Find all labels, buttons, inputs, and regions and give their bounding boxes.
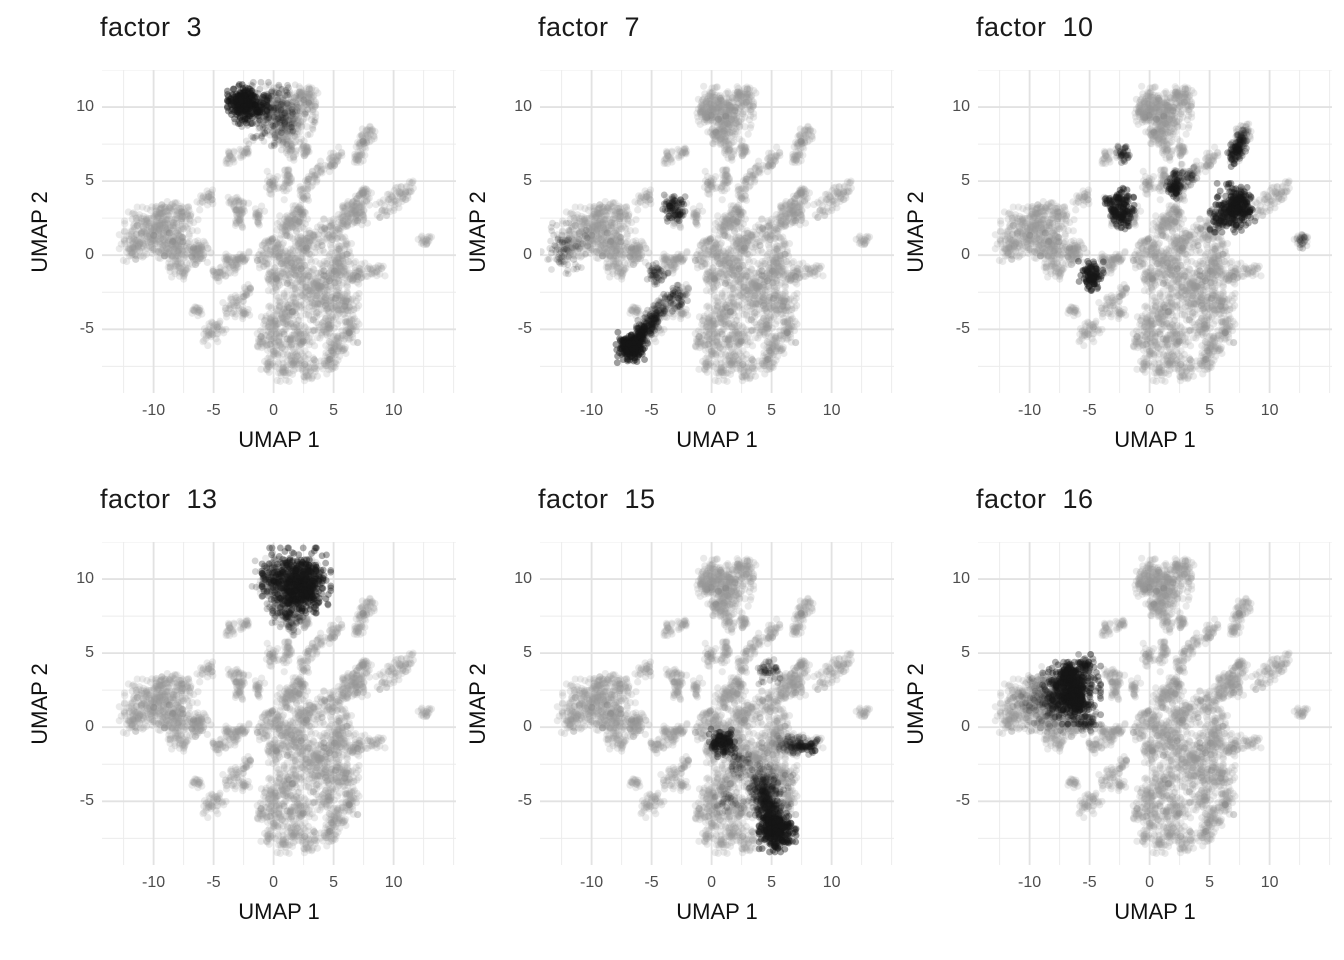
panel-factor-13: factor 13 10 5 0 -5 -10 -5 0 5 10 UMAP 1 UMAP 2 (0, 472, 456, 952)
panel-title: factor 13 (100, 484, 218, 514)
y-tick-label: -5 (79, 320, 94, 338)
x-tick-label: -5 (1082, 402, 1097, 419)
y-tick-label: -5 (955, 320, 970, 338)
x-tick-label: -10 (142, 874, 166, 891)
x-tick-label: 5 (329, 874, 339, 891)
scatter-canvas (102, 70, 456, 393)
x-tick-label: 10 (1260, 402, 1279, 419)
scatter-canvas (978, 542, 1332, 865)
y-tick-label: -5 (517, 792, 532, 810)
y-axis-title: UMAP 2 (27, 662, 52, 745)
x-tick-label: 0 (707, 874, 717, 891)
scatter-canvas (102, 542, 456, 865)
x-tick-label: 5 (767, 874, 777, 891)
x-tick-label: -5 (644, 402, 659, 419)
panel-factor-7: factor 7 10 5 0 -5 -10 -5 0 5 10 UMAP 1 UMAP 2 (438, 0, 894, 480)
x-tick-label: -5 (206, 402, 221, 419)
y-tick-label: 10 (76, 98, 94, 116)
x-tick-label: 10 (384, 402, 403, 419)
y-tick-label: 5 (523, 172, 532, 190)
panel-factor-16: factor 16 10 5 0 -5 -10 -5 0 5 10 UMAP 1 UMAP 2 (876, 472, 1332, 952)
x-axis-title: UMAP 1 (1114, 899, 1196, 924)
y-tick-label: 10 (952, 98, 970, 116)
x-tick-label: 10 (822, 874, 841, 891)
x-tick-label: 5 (767, 402, 777, 419)
scatter-canvas (540, 70, 894, 393)
y-axis-title: UMAP 2 (903, 190, 928, 273)
panel-title: factor 10 (976, 12, 1094, 42)
x-axis-title: UMAP 1 (238, 899, 320, 924)
x-tick-label: 10 (384, 874, 403, 891)
x-tick-label: 5 (1205, 874, 1215, 891)
y-tick-label: 5 (85, 644, 94, 662)
x-tick-label: 0 (269, 402, 279, 419)
panel-title: factor 3 (100, 12, 203, 42)
x-axis-title: UMAP 1 (676, 899, 758, 924)
x-tick-label: 5 (329, 402, 339, 419)
x-tick-label: 0 (707, 402, 717, 419)
x-tick-label: -5 (644, 874, 659, 891)
x-tick-label: 0 (1145, 874, 1155, 891)
x-tick-label: -10 (580, 874, 604, 891)
y-tick-label: 0 (523, 246, 532, 264)
x-tick-label: -10 (580, 402, 604, 419)
y-tick-label: 0 (85, 718, 94, 736)
y-tick-label: 5 (523, 644, 532, 662)
y-tick-label: 10 (952, 570, 970, 588)
panel-title: factor 16 (976, 484, 1094, 514)
scatter-canvas (540, 542, 894, 865)
y-axis-title: UMAP 2 (465, 662, 490, 745)
x-tick-label: 10 (822, 402, 841, 419)
x-tick-label: 0 (269, 874, 279, 891)
x-tick-label: -10 (1018, 402, 1042, 419)
y-tick-label: -5 (517, 320, 532, 338)
x-axis-title: UMAP 1 (238, 427, 320, 452)
x-tick-label: -5 (206, 874, 221, 891)
y-tick-label: 0 (85, 246, 94, 264)
x-tick-label: 0 (1145, 402, 1155, 419)
panel-title: factor 15 (538, 484, 656, 514)
y-axis-title: UMAP 2 (903, 662, 928, 745)
x-tick-label: -10 (1018, 874, 1042, 891)
x-tick-label: -10 (142, 402, 166, 419)
y-tick-label: 5 (961, 172, 970, 190)
y-tick-label: -5 (955, 792, 970, 810)
x-axis-title: UMAP 1 (676, 427, 758, 452)
panel-title: factor 7 (538, 12, 641, 42)
y-tick-label: 0 (523, 718, 532, 736)
y-tick-label: 5 (85, 172, 94, 190)
y-tick-label: 10 (514, 570, 532, 588)
panel-factor-15: factor 15 10 5 0 -5 -10 -5 0 5 10 UMAP 1 UMAP 2 (438, 472, 894, 952)
y-tick-label: 10 (76, 570, 94, 588)
x-axis-title: UMAP 1 (1114, 427, 1196, 452)
y-tick-label: 0 (961, 246, 970, 264)
x-tick-label: 5 (1205, 402, 1215, 419)
x-tick-label: 10 (1260, 874, 1279, 891)
panel-factor-3: factor 3 10 5 0 -5 -10 -5 0 5 10 UMAP 1 UMAP 2 (0, 0, 456, 480)
y-axis-title: UMAP 2 (27, 190, 52, 273)
scatter-canvas (978, 70, 1332, 393)
panel-factor-10: factor 10 10 5 0 -5 -10 -5 0 5 10 UMAP 1 UMAP 2 (876, 0, 1332, 480)
y-tick-label: 0 (961, 718, 970, 736)
y-tick-label: -5 (79, 792, 94, 810)
y-tick-label: 10 (514, 98, 532, 116)
y-axis-title: UMAP 2 (465, 190, 490, 273)
x-tick-label: -5 (1082, 874, 1097, 891)
y-tick-label: 5 (961, 644, 970, 662)
